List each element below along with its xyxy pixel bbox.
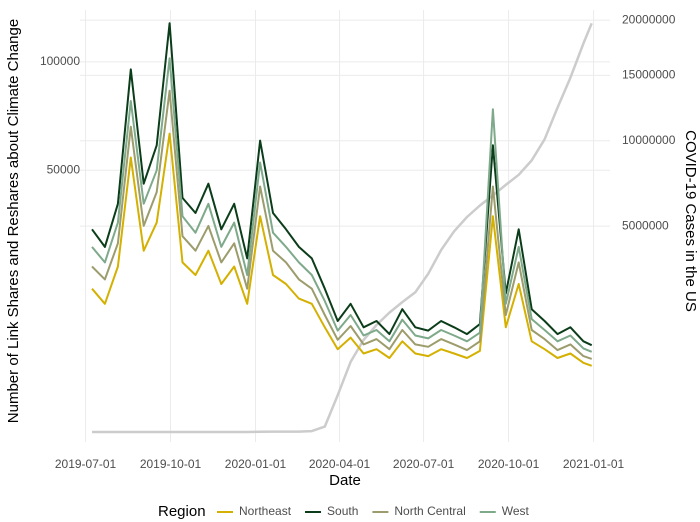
legend-label: Northeast bbox=[239, 504, 292, 518]
y-tick-label: 50000 bbox=[47, 162, 81, 176]
series-line bbox=[91, 57, 593, 353]
legend-label: West bbox=[502, 504, 530, 518]
y2-axis-title: COVID-19 Cases in the US bbox=[682, 130, 699, 312]
y2-tick-label: 15000000 bbox=[622, 68, 676, 82]
x-tick-label: 2019-10-01 bbox=[140, 457, 202, 471]
y2-tick-label: 10000000 bbox=[622, 133, 676, 147]
x-tick-label: 2021-01-01 bbox=[563, 457, 625, 471]
series-line bbox=[91, 22, 593, 347]
x-axis-title: Date bbox=[329, 472, 361, 489]
y2-tick-label: 20000000 bbox=[622, 12, 676, 26]
x-tick-label: 2019-07-01 bbox=[55, 457, 117, 471]
legend-title: Region bbox=[158, 503, 206, 520]
legend-label: South bbox=[327, 504, 358, 518]
legend-label: North Central bbox=[394, 504, 465, 518]
x-tick-label: 2020-10-01 bbox=[478, 457, 540, 471]
x-tick-label: 2020-07-01 bbox=[393, 457, 455, 471]
y-tick-label: 100000 bbox=[40, 54, 80, 68]
series-line bbox=[92, 22, 593, 434]
y2-tick-label: 5000000 bbox=[622, 218, 669, 232]
x-tick-label: 2020-01-01 bbox=[225, 457, 287, 471]
y-axis-title: Number of Link Shares and Reshares about… bbox=[5, 19, 22, 423]
series-line bbox=[91, 89, 593, 360]
series-line bbox=[91, 132, 593, 367]
x-tick-label: 2020-04-01 bbox=[309, 457, 371, 471]
